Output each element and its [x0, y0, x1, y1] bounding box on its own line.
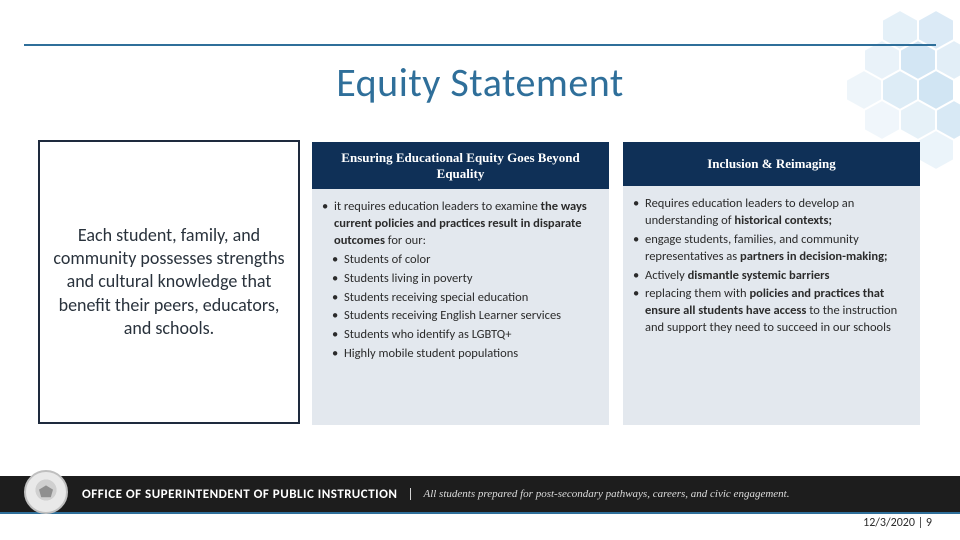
page-title: Equity Statement: [0, 58, 960, 107]
footer-tagline: All students prepared for post-secondary…: [423, 488, 789, 500]
top-divider: [24, 44, 936, 46]
content-row: Each student, family, and community poss…: [40, 142, 920, 425]
column-header: Inclusion & Reimaging: [623, 142, 920, 186]
intro-box: Each student, family, and community poss…: [40, 142, 298, 422]
agency-seal-icon: [24, 470, 68, 514]
columns: Ensuring Educational Equity Goes Beyond …: [312, 142, 920, 425]
slide-meta: 12/3/2020 | 9: [863, 516, 932, 530]
slide-page: 9: [926, 516, 932, 530]
footer-bar: OFFICE OF SUPERINTENDENT OF PUBLIC INSTR…: [0, 476, 960, 512]
slide-sep: |: [915, 516, 926, 530]
column-equity: Ensuring Educational Equity Goes Beyond …: [312, 142, 609, 425]
intro-statement: Each student, family, and community poss…: [50, 224, 288, 341]
column-body: it requires education leaders to examine…: [312, 189, 609, 425]
divider-icon: |: [407, 487, 413, 502]
footer-org: OFFICE OF SUPERINTENDENT OF PUBLIC INSTR…: [82, 487, 397, 502]
column-header: Ensuring Educational Equity Goes Beyond …: [312, 142, 609, 189]
column-body: Requires education leaders to develop an…: [623, 186, 920, 425]
column-inclusion: Inclusion & Reimaging Requires education…: [623, 142, 920, 425]
slide-date: 12/3/2020: [863, 516, 915, 530]
footer-underline: [0, 512, 960, 514]
